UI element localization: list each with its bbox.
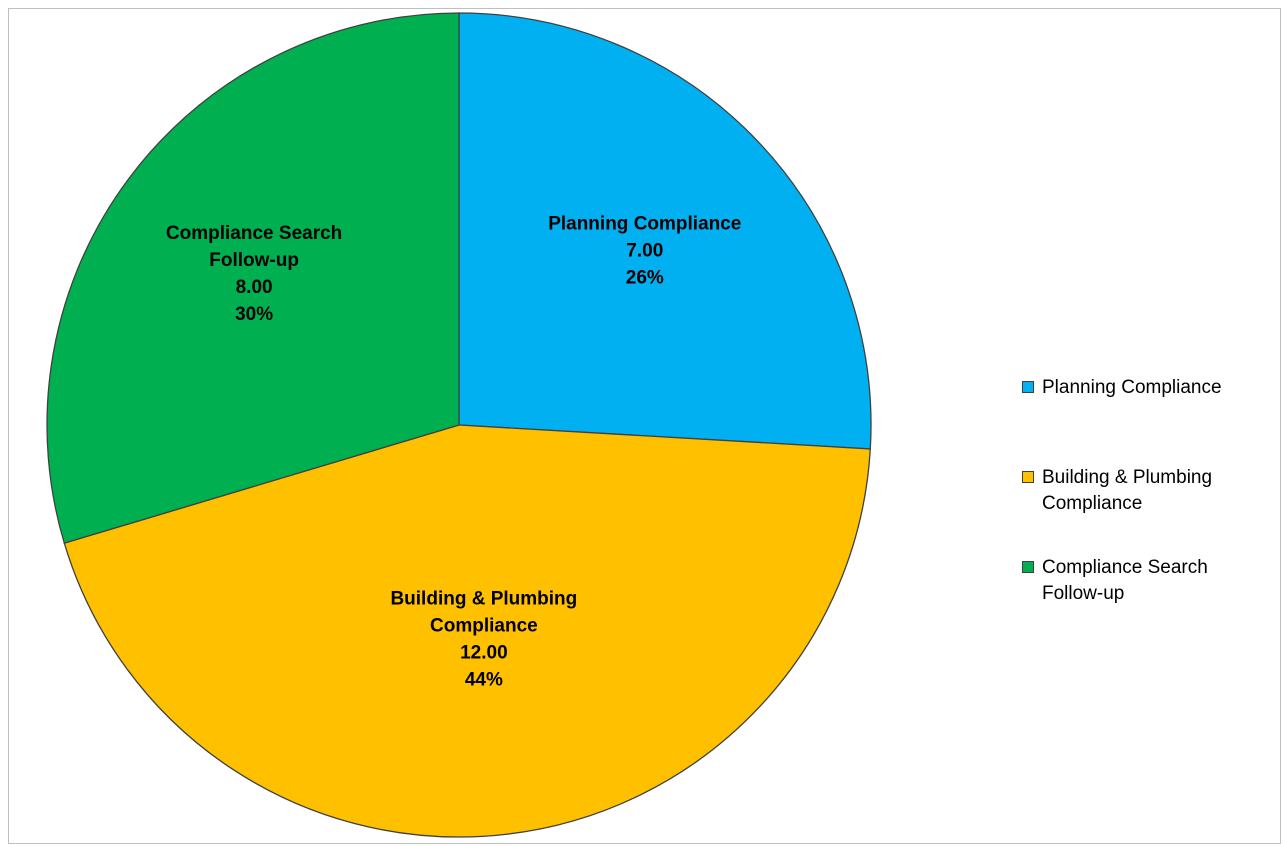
- slice-value-label: 8.00: [236, 277, 273, 298]
- slice-value-label: 7.00: [626, 241, 663, 262]
- slice-category-label: Follow-up: [209, 250, 299, 271]
- legend-label: Compliance Search Follow-up: [1042, 557, 1208, 604]
- legend: Planning Compliance Building & Plumbing C…: [1022, 375, 1272, 671]
- slice-category-label: Building & Plumbing: [390, 588, 577, 609]
- slice-category-label: Compliance Search: [166, 223, 342, 244]
- slice-percent-label: 44%: [465, 669, 503, 690]
- pie-chart: Planning Compliance 7.00 26% Building & Plu…: [46, 12, 872, 838]
- slice-category-label: Compliance: [430, 615, 538, 636]
- slice-data-label: Building & Plumbing Compliance 12.00 44%: [390, 588, 577, 690]
- slice-category-label: Planning Compliance: [548, 214, 741, 235]
- pie-slice: [458, 12, 872, 450]
- legend-label: Building & Plumbing Compliance: [1042, 467, 1213, 514]
- legend-item: Compliance Search Follow-up: [1022, 555, 1272, 607]
- slice-data-label: Planning Compliance 7.00 26%: [548, 214, 741, 289]
- slice-percent-label: 26%: [626, 268, 664, 289]
- legend-swatch: [1022, 381, 1034, 393]
- slice-value-label: 12.00: [460, 642, 508, 663]
- slice-data-label: Compliance Search Follow-up 8.00 30%: [166, 223, 342, 325]
- legend-item: Planning Compliance: [1022, 375, 1272, 401]
- pie-slice: [63, 424, 871, 838]
- chart-area: Planning Compliance 7.00 26% Building & Plu…: [8, 8, 1281, 844]
- slice-percent-label: 30%: [235, 304, 273, 325]
- legend-swatch: [1022, 471, 1034, 483]
- legend-item: Building & Plumbing Compliance: [1022, 465, 1272, 517]
- pie-slice: [46, 12, 460, 544]
- legend-label: Planning Compliance: [1042, 377, 1222, 398]
- legend-swatch: [1022, 561, 1034, 573]
